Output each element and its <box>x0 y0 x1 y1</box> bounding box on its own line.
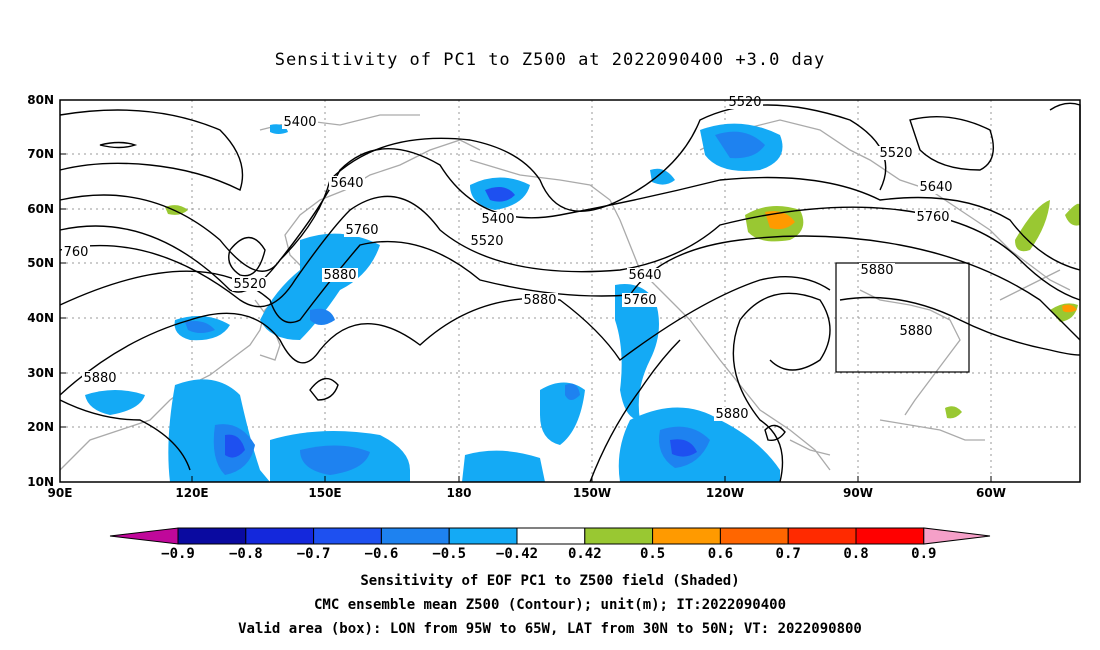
caption-contour: CMC ensemble mean Z500 (Contour); unit(m… <box>313 597 786 613</box>
lat-tick-label: 40N <box>27 311 54 325</box>
colorbar-label: 0.7 <box>776 546 801 562</box>
contour-label: 5880 <box>523 293 556 308</box>
contour-label: 5880 <box>83 371 116 386</box>
contour-label: 5880 <box>860 263 893 278</box>
lat-tick-label: 30N <box>27 366 54 380</box>
contour-label: 5520 <box>728 95 761 110</box>
contour-label-bg <box>322 268 358 282</box>
valid-area-box <box>835 262 970 373</box>
colorbar: −0.9 −0.8 −0.7 −0.6 −0.5 −0.42 0.42 0.5 0.6 0.7 0.… <box>109 527 991 562</box>
colorbar-swatch <box>652 527 721 545</box>
lon-tick-label: 90W <box>843 486 873 500</box>
lat-tick-label: 50N <box>27 256 54 270</box>
colorbar-label: −0.9 <box>161 546 195 562</box>
colorbar-label: −0.42 <box>496 546 538 562</box>
contour-label-bg <box>898 324 934 338</box>
colorbar-swatch <box>313 527 382 545</box>
colorbar-label: 0.5 <box>640 546 665 562</box>
longitude-ticks: 90E 120E 150E 180 150W 120W 90W 60W <box>48 476 1006 500</box>
contour-label: 5400 <box>283 115 316 130</box>
contour-label-bg <box>344 223 380 237</box>
colorbar-low-extension <box>109 527 179 545</box>
shading-positive <box>165 200 1080 419</box>
contour-label: 5520 <box>879 146 912 161</box>
contour-label-bg <box>522 293 558 307</box>
colorbar-label: 0.42 <box>568 546 602 562</box>
contour-label: 5880 <box>715 407 748 422</box>
contour-label: 5520 <box>233 277 266 292</box>
contour-label-bg <box>878 146 914 160</box>
colorbar-label: 0.9 <box>911 546 936 562</box>
colorbar-label: 0.8 <box>843 546 868 562</box>
contour-label-bg <box>62 245 90 259</box>
lon-tick-label: 150W <box>573 486 611 500</box>
contour-label-bg <box>918 180 954 194</box>
caption-valid-area: Valid area (box): LON from 95W to 65W, L… <box>238 621 862 637</box>
lat-tick-label: 10N <box>27 475 54 489</box>
colorbar-swatch <box>584 527 654 545</box>
contour-label: 5400 <box>481 212 514 227</box>
contour-label: 5760 <box>916 210 949 225</box>
contour-label-bg <box>714 407 750 421</box>
contour-label-bg <box>915 210 951 224</box>
colorbar-label: −0.7 <box>297 546 331 562</box>
contour-label: 5640 <box>330 176 363 191</box>
contour-label-bg <box>480 212 516 226</box>
lat-tick-label: 60N <box>27 202 54 216</box>
contour-label: 5760 <box>623 293 656 308</box>
contour-label-bg <box>232 277 268 291</box>
contour-label-bg <box>622 293 658 307</box>
lon-tick-label: 150E <box>308 486 341 500</box>
contour-label: 5640 <box>628 268 661 283</box>
colorbar-swatch <box>516 527 586 545</box>
lat-tick-label: 20N <box>27 420 54 434</box>
caption-shading: Sensitivity of EOF PC1 to Z500 field (Sh… <box>360 573 740 589</box>
colorbar-swatch <box>448 527 518 545</box>
colorbar-label: 0.6 <box>708 546 733 562</box>
contour-label: 5640 <box>919 180 952 195</box>
latitude-ticks: 80N 70N 60N 50N 40N 30N 20N 10N <box>27 93 66 489</box>
lat-tick-label: 70N <box>27 147 54 161</box>
colorbar-swatch <box>855 527 925 545</box>
colorbar-swatch <box>177 527 247 545</box>
contour-label: 5520 <box>470 234 503 249</box>
colorbar-label: −0.8 <box>229 546 263 562</box>
colorbar-swatch <box>380 527 450 545</box>
contour-label-bg <box>82 371 118 385</box>
contour-label: 5880 <box>899 324 932 339</box>
colorbar-high-extension <box>923 527 991 545</box>
contour-label-bg <box>627 268 663 282</box>
contour-label: 760 <box>64 245 89 260</box>
contour-label: 5880 <box>323 268 356 283</box>
map-frame <box>59 99 1081 483</box>
colorbar-swatch <box>787 527 857 545</box>
colorbar-label: −0.5 <box>432 546 466 562</box>
map-title: Sensitivity of PC1 to Z500 at 2022090400… <box>274 50 826 70</box>
contour-labels: 5400 5520 5520 5640 5760 5880 5400 5520 5640 5760… <box>62 95 954 422</box>
contour-label-bg <box>727 95 763 109</box>
contour-label-bg <box>859 263 895 277</box>
colorbar-label: −0.6 <box>365 546 399 562</box>
contour-label-bg <box>469 234 505 248</box>
colorbar-swatch <box>719 527 789 545</box>
lat-tick-label: 80N <box>27 93 54 107</box>
colorbar-swatch <box>245 527 315 545</box>
lon-tick-label: 120E <box>175 486 208 500</box>
shading-negative <box>85 123 783 482</box>
lon-tick-label: 120W <box>706 486 744 500</box>
lon-tick-label: 90E <box>48 486 73 500</box>
lon-tick-label: 180 <box>446 486 471 500</box>
lon-tick-label: 60W <box>976 486 1006 500</box>
contour-label: 5760 <box>345 223 378 238</box>
contour-label-bg <box>282 115 318 129</box>
contour-label-bg <box>329 176 365 190</box>
